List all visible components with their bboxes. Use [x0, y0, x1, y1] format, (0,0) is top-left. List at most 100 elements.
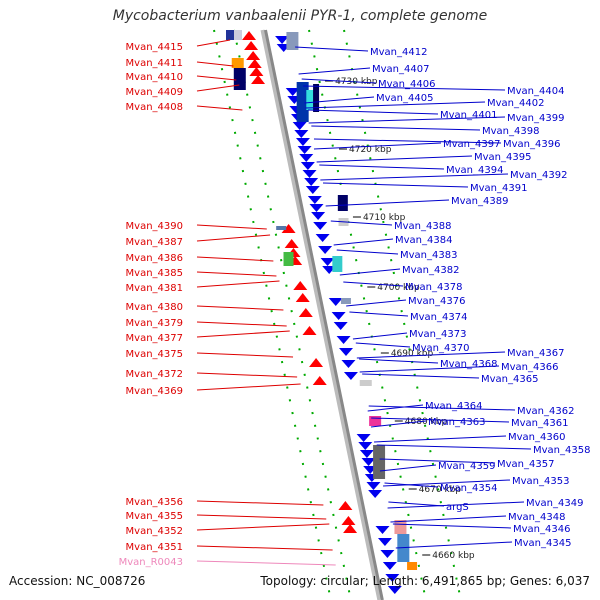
minus-gene-1 — [244, 41, 259, 50]
left-gene-label-7[interactable]: Mvan_4386 — [126, 253, 183, 264]
left-rail — [213, 29, 332, 600]
genome-backbone — [260, 29, 384, 600]
left-gene-label-17[interactable]: Mvan_4355 — [126, 511, 183, 522]
left-gene-label-3[interactable]: Mvan_4409 — [126, 87, 183, 98]
left-gene-label-6[interactable]: Mvan_4387 — [126, 237, 183, 248]
right-rail — [308, 29, 427, 600]
right-gene-label-23[interactable]: Mvan_4373 — [409, 329, 466, 340]
right-gene-label-6[interactable]: Mvan_4401 — [440, 110, 497, 121]
left-gene-label-5[interactable]: Mvan_4390 — [126, 221, 183, 232]
plus-gene-41 — [382, 562, 397, 570]
right-gene-label-32[interactable]: Mvan_4361 — [511, 418, 568, 429]
left-leader-9 — [196, 280, 280, 288]
left-gene-label-8[interactable]: Mvan_4385 — [126, 268, 183, 279]
right-gene-label-35[interactable]: Mvan_4359 — [438, 461, 495, 472]
right-gene-label-18[interactable]: Mvan_4383 — [400, 250, 457, 261]
gene-labels[interactable]: Mvan_4415 Mvan_4411 Mvan_4410 Mvan_4409 Mvan… — [119, 42, 591, 568]
right-gene-label-2[interactable]: Mvan_4406 — [378, 79, 435, 90]
right-leader-43 — [395, 541, 513, 549]
block-b — [234, 30, 242, 40]
left-gene-label-19[interactable]: Mvan_4351 — [126, 542, 183, 553]
left-gene-label-0[interactable]: Mvan_4415 — [126, 42, 183, 53]
right-gene-label-11[interactable]: Mvan_4395 — [474, 152, 531, 163]
right-gene-label-12[interactable]: Mvan_4394 — [446, 165, 503, 176]
right-leader-9 — [313, 142, 442, 150]
right-gene-label-26[interactable]: Mvan_4368 — [440, 359, 497, 370]
plus-gene-24 — [331, 312, 346, 320]
right-gene-label-41[interactable]: Mvan_4348 — [508, 512, 565, 523]
plus-gene-12 — [302, 170, 317, 178]
right-gene-label-14[interactable]: Mvan_4391 — [470, 183, 527, 194]
left-gene-label-15[interactable]: Mvan_4369 — [126, 386, 183, 397]
right-gene-label-1[interactable]: Mvan_4407 — [372, 64, 429, 75]
right-gene-label-0[interactable]: Mvan_4412 — [370, 47, 427, 58]
minus-gene-18 — [343, 524, 358, 533]
right-gene-label-13[interactable]: Mvan_4392 — [510, 170, 567, 181]
right-gene-label-15[interactable]: Mvan_4389 — [451, 196, 508, 207]
left-gene-label-12[interactable]: Mvan_4377 — [126, 333, 183, 344]
left-gene-label-14[interactable]: Mvan_4372 — [126, 369, 183, 380]
right-gene-label-37[interactable]: Mvan_4353 — [512, 476, 569, 487]
plus-gene-38 — [375, 526, 390, 534]
right-gene-label-42[interactable]: Mvan_4346 — [513, 524, 570, 535]
right-gene-label-43[interactable]: Mvan_4345 — [514, 538, 571, 549]
left-gene-label-13[interactable]: Mvan_4375 — [126, 349, 183, 360]
right-gene-label-31[interactable]: Mvan_4363 — [428, 417, 485, 428]
right-gene-label-39[interactable]: Mvan_4349 — [526, 498, 583, 509]
right-gene-label-7[interactable]: Mvan_4399 — [507, 113, 564, 124]
right-gene-label-28[interactable]: Mvan_4365 — [481, 374, 538, 385]
right-gene-label-38[interactable]: Mvan_4354 — [440, 483, 497, 494]
right-leader-2 — [301, 78, 377, 84]
topology-text: Topology: circular; Length: 6,491,865 bp… — [260, 574, 590, 588]
block-q — [373, 445, 386, 479]
left-gene-label-9[interactable]: Mvan_4381 — [126, 283, 183, 294]
block-n — [340, 298, 351, 304]
right-gene-label-19[interactable]: Mvan_4382 — [402, 265, 459, 276]
right-gene-label-30[interactable]: Mvan_4362 — [517, 406, 574, 417]
left-leader-15 — [196, 383, 301, 391]
right-leader-28 — [362, 373, 480, 379]
right-gene-label-33[interactable]: Mvan_4360 — [508, 432, 565, 443]
plus-gene-27 — [339, 348, 354, 356]
left-leader-16 — [196, 500, 324, 506]
minus-gene-0 — [242, 31, 257, 40]
right-gene-label-17[interactable]: Mvan_4384 — [395, 235, 452, 246]
left-gene-label-11[interactable]: Mvan_4379 — [126, 318, 183, 329]
right-gene-label-9[interactable]: Mvan_4397 — [443, 139, 500, 150]
right-gene-label-36[interactable]: Mvan_4357 — [497, 459, 554, 470]
right-gene-label-20[interactable]: Mvan_4378 — [405, 282, 462, 293]
left-gene-label-4[interactable]: Mvan_4408 — [126, 102, 183, 113]
right-gene-label-16[interactable]: Mvan_4388 — [394, 221, 451, 232]
right-gene-label-5[interactable]: Mvan_4402 — [487, 98, 544, 109]
left-gene-label-18[interactable]: Mvan_4352 — [126, 526, 183, 537]
right-gene-label-10[interactable]: Mvan_4396 — [503, 139, 560, 150]
right-leader-17 — [333, 238, 394, 246]
left-gene-label-16[interactable]: Mvan_4356 — [126, 497, 183, 508]
right-gene-label-29[interactable]: Mvan_4364 — [425, 401, 482, 412]
right-gene-label-22[interactable]: Mvan_4374 — [410, 312, 467, 323]
right-leader-14 — [322, 182, 469, 188]
left-gene-label-10[interactable]: Mvan_4380 — [126, 302, 183, 313]
left-gene-label-1[interactable]: Mvan_4411 — [126, 58, 183, 69]
backbone-line — [264, 29, 384, 600]
plus-gene-10 — [299, 154, 314, 162]
left-gene-label-2[interactable]: Mvan_4410 — [126, 72, 183, 83]
minus-gene-17 — [341, 516, 356, 525]
block-p — [369, 416, 382, 426]
left-gene-label-20[interactable]: Mvan_R0043 — [119, 557, 183, 568]
plus-gene-15 — [307, 196, 322, 204]
block-l — [332, 256, 343, 272]
right-leader-29 — [367, 404, 424, 412]
right-gene-label-21[interactable]: Mvan_4376 — [408, 296, 465, 307]
right-gene-label-8[interactable]: Mvan_4398 — [482, 126, 539, 137]
right-gene-label-34[interactable]: Mvan_4358 — [533, 445, 590, 456]
right-gene-label-27[interactable]: Mvan_4366 — [501, 362, 558, 373]
right-gene-label-40[interactable]: argS — [446, 502, 469, 513]
right-gene-label-3[interactable]: Mvan_4405 — [376, 93, 433, 104]
right-gene-label-25[interactable]: Mvan_4367 — [507, 348, 564, 359]
left-leader-10 — [196, 305, 284, 311]
right-gene-label-24[interactable]: Mvan_4370 — [412, 343, 469, 354]
right-gene-label-4[interactable]: Mvan_4404 — [507, 86, 564, 97]
minus-gene-5 — [251, 75, 266, 84]
